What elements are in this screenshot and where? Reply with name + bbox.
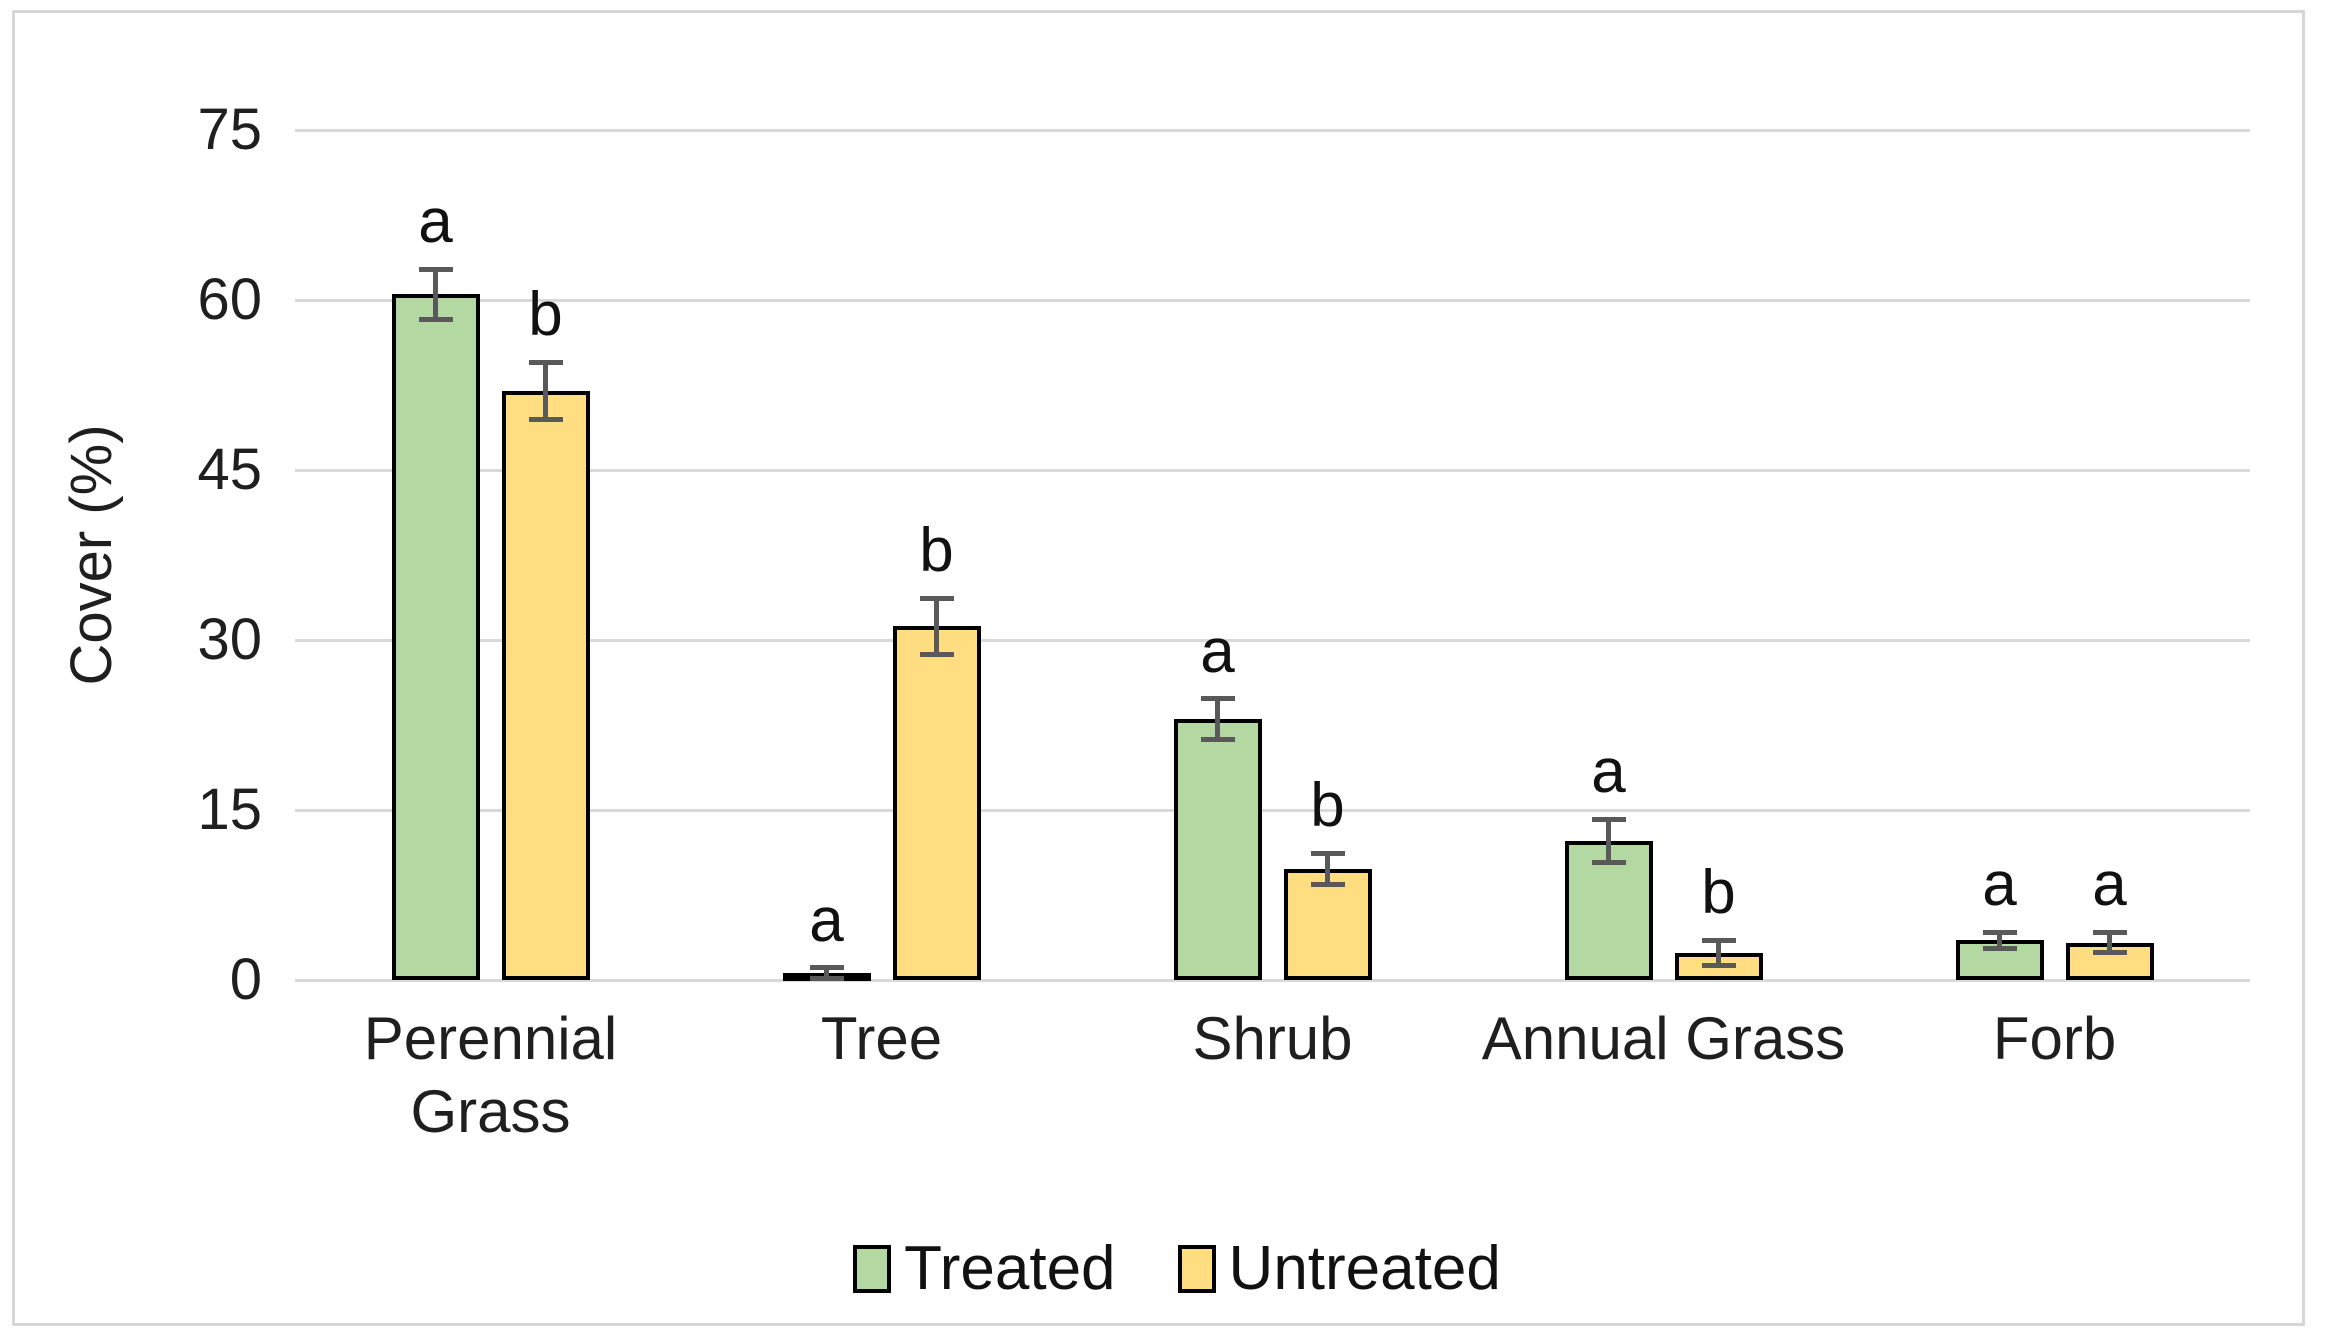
x-category-label: Tree	[820, 1005, 943, 1072]
error-bar	[1215, 698, 1220, 740]
sig-letter: a	[1200, 616, 1235, 686]
sig-letter: a	[418, 187, 453, 257]
error-bar-cap-top	[528, 359, 563, 365]
x-category-label: Perennial Grass	[363, 1005, 618, 1146]
error-bar-cap-bottom	[2092, 950, 2127, 956]
error-bar-cap-top	[809, 965, 844, 971]
error-bar	[1716, 940, 1721, 966]
y-tick-label-15: 15	[197, 777, 262, 842]
error-bar-cap-top	[418, 266, 453, 272]
gridline-75	[295, 128, 2250, 132]
error-bar-cap-top	[1701, 937, 1736, 943]
error-bar	[1997, 932, 2002, 949]
error-bar	[934, 598, 939, 655]
x-category-label: Shrub	[1192, 1005, 1353, 1072]
gridline-60	[295, 298, 2250, 302]
error-bar	[824, 967, 829, 979]
bar-untreated-perennial-grass	[501, 390, 590, 980]
sig-letter: a	[1982, 850, 2017, 920]
y-tick-label-0: 0	[229, 947, 262, 1012]
error-bar-cap-top	[1982, 929, 2017, 935]
sig-letter: b	[528, 280, 563, 350]
error-bar-cap-bottom	[1701, 962, 1736, 968]
legend-label-untreated: Untreated	[1228, 1234, 1501, 1303]
error-bar	[2107, 932, 2112, 953]
sig-letter: b	[1310, 771, 1345, 841]
error-bar-cap-top	[1591, 816, 1626, 822]
gridline-15	[295, 808, 2250, 812]
legend-item-untreated: Untreated	[1177, 1234, 1501, 1303]
sig-letter: a	[2092, 850, 2127, 920]
error-bar	[543, 362, 548, 419]
error-bar-cap-bottom	[1591, 859, 1626, 865]
error-bar-cap-bottom	[1200, 737, 1235, 743]
x-category-label: Annual Grass	[1481, 1005, 1846, 1072]
sig-letter: a	[809, 885, 844, 955]
bar-treated-perennial-grass	[391, 294, 480, 980]
error-bar-cap-top	[2092, 929, 2127, 935]
error-bar-cap-bottom	[418, 316, 453, 322]
error-bar-cap-bottom	[809, 976, 844, 982]
error-bar	[1325, 853, 1330, 885]
error-bar-cap-top	[1310, 850, 1345, 856]
legend: Treated Untreated	[12, 1238, 2330, 1300]
bar-untreated-tree	[892, 626, 981, 980]
sig-letter: a	[1591, 737, 1626, 807]
sig-letter: b	[1701, 858, 1736, 928]
untreated-swatch-icon	[1177, 1245, 1216, 1293]
y-axis-title: Cover (%)	[59, 424, 124, 686]
legend-item-treated: Treated	[853, 1234, 1116, 1303]
error-bar-cap-top	[1200, 696, 1235, 702]
y-tick-label-60: 60	[197, 267, 262, 332]
bar-untreated-shrub	[1283, 868, 1372, 980]
gridline-45	[295, 468, 2250, 472]
error-bar-cap-bottom	[919, 652, 954, 658]
gridline-30	[295, 638, 2250, 642]
x-category-label: Forb	[1992, 1005, 2117, 1072]
error-bar	[433, 269, 438, 320]
treated-swatch-icon	[853, 1245, 892, 1293]
error-bar-cap-bottom	[1310, 882, 1345, 888]
error-bar-cap-top	[919, 595, 954, 601]
y-tick-label-45: 45	[197, 437, 262, 502]
error-bar	[1606, 819, 1611, 863]
legend-label-treated: Treated	[904, 1234, 1116, 1303]
error-bar-cap-bottom	[1982, 945, 2017, 951]
error-bar-cap-bottom	[528, 416, 563, 422]
bar-treated-shrub	[1173, 719, 1262, 980]
y-tick-label-75: 75	[197, 97, 262, 162]
y-tick-label-30: 30	[197, 607, 262, 672]
sig-letter: b	[919, 516, 954, 586]
gridline-0	[295, 978, 2250, 982]
